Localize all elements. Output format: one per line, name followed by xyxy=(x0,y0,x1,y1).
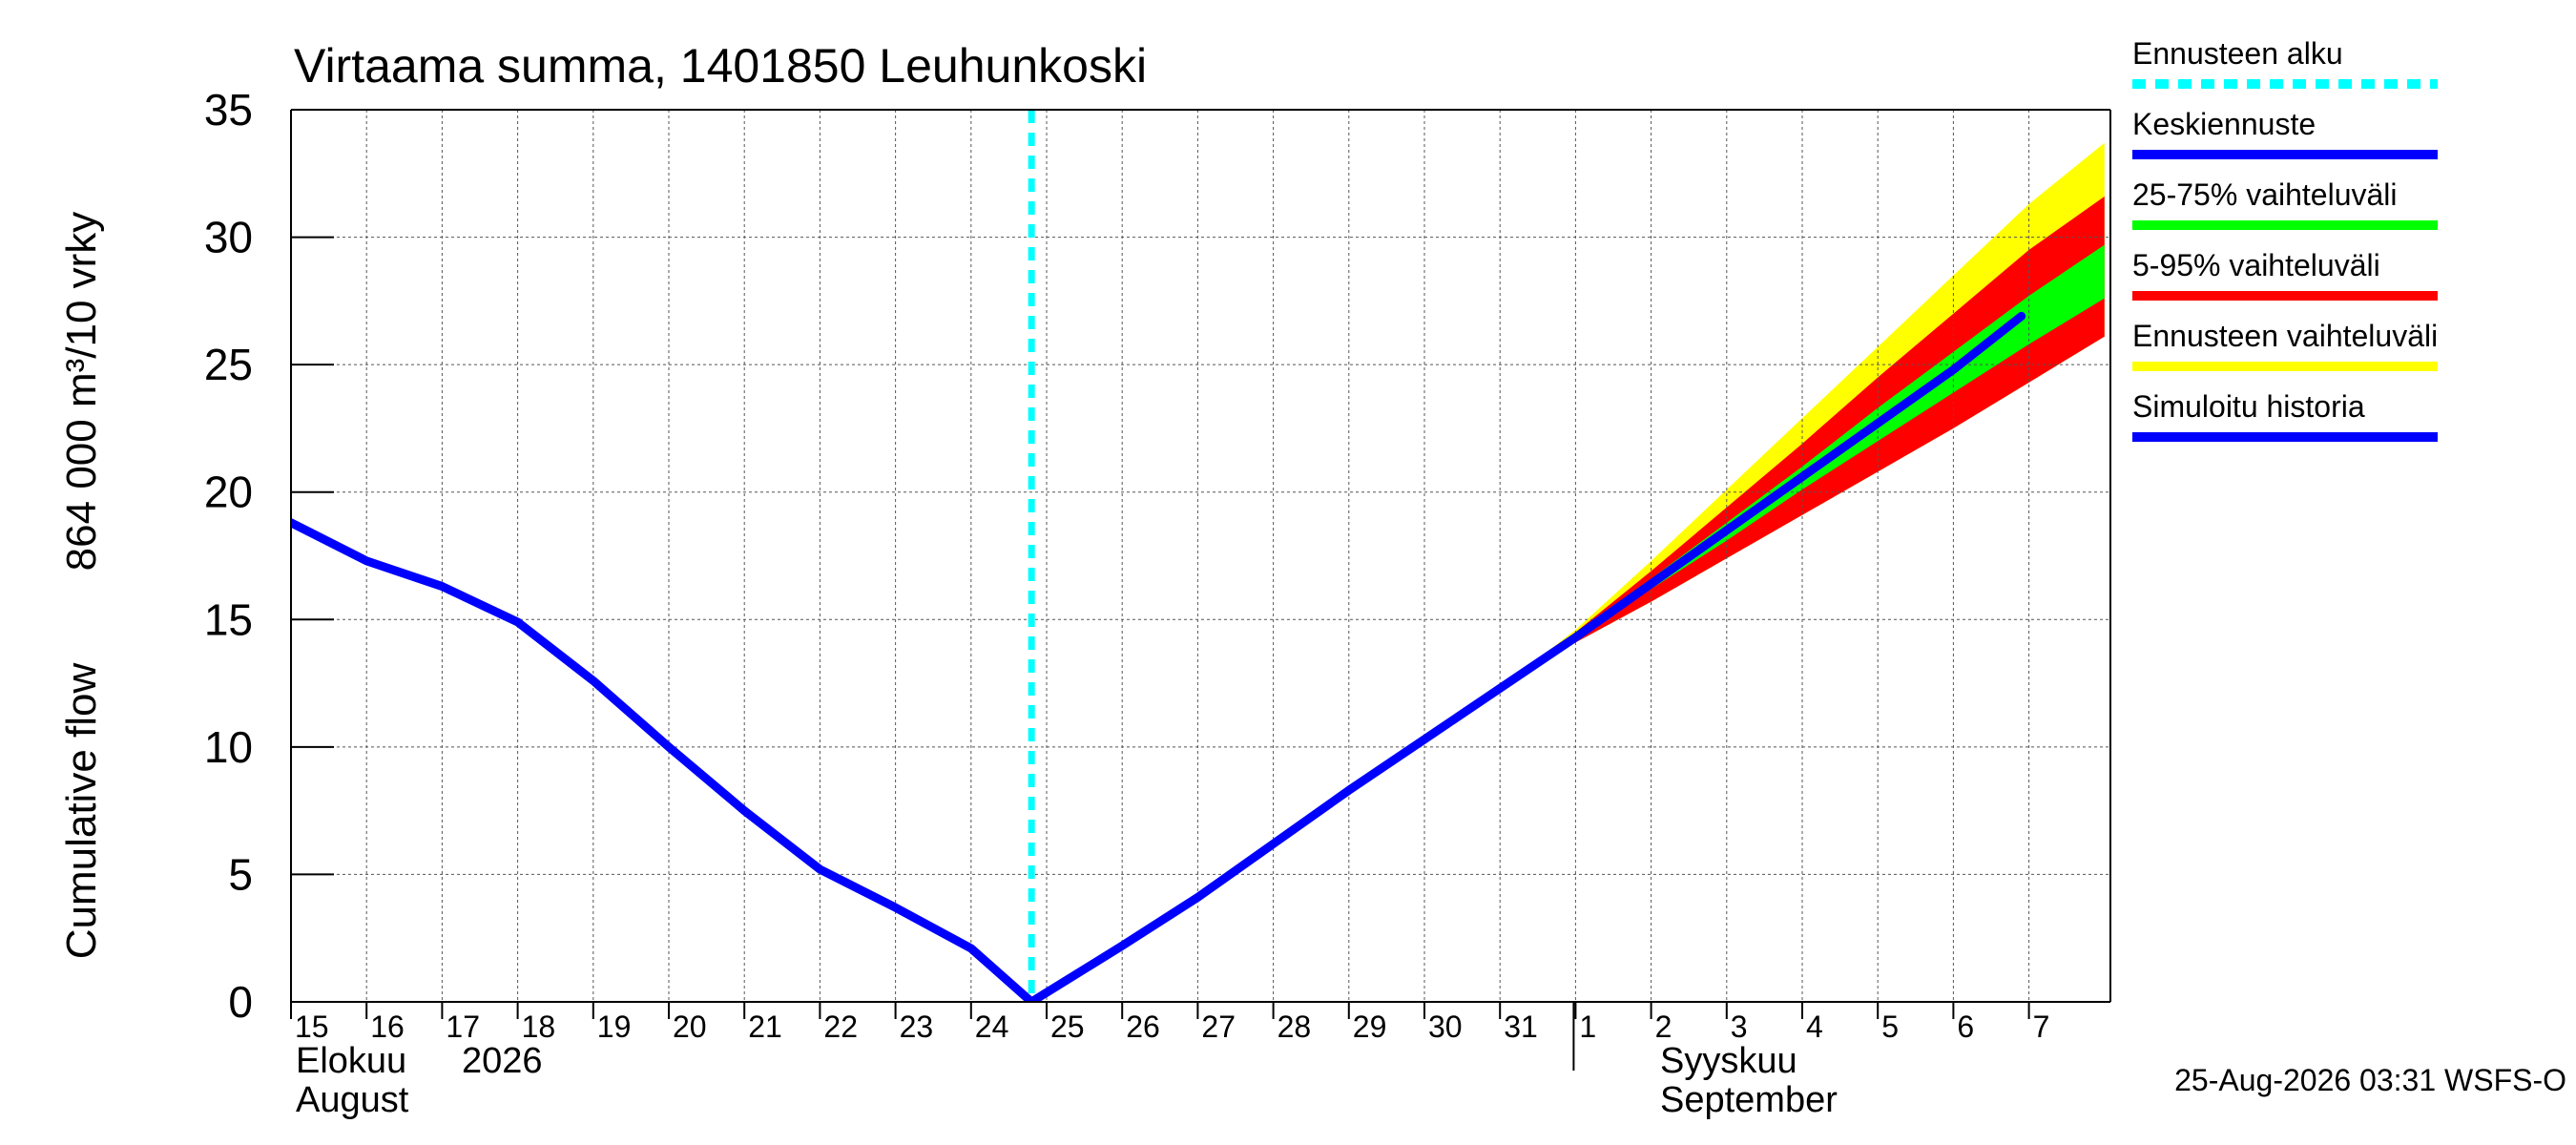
x-tick-label: 28 xyxy=(1278,1010,1312,1044)
y-tick-label: 0 xyxy=(228,977,253,1027)
month-label-aug-en: August xyxy=(296,1080,409,1120)
legend-item: Ennusteen alku xyxy=(2132,36,2438,89)
band-5-95-vaihteluv-li xyxy=(1500,196,2105,689)
series-lines xyxy=(291,110,2026,1002)
y-tick-label: 25 xyxy=(204,340,253,389)
legend-label: 25-75% vaihteluväli xyxy=(2132,177,2398,212)
x-tick-label: 22 xyxy=(823,1010,858,1044)
footer-timestamp: 25-Aug-2026 03:31 WSFS-O xyxy=(2174,1063,2566,1097)
y-tick-label: 10 xyxy=(204,722,253,772)
legend-item: Ennusteen vaihteluväli xyxy=(2132,319,2438,371)
grid xyxy=(291,109,2110,1002)
x-tick-label: 2 xyxy=(1655,1010,1672,1044)
x-tick-label: 3 xyxy=(1731,1010,1748,1044)
series-keskiennuste xyxy=(1027,311,2026,1002)
legend-item: Keskiennuste xyxy=(2132,107,2438,159)
x-tick-label: 17 xyxy=(446,1010,480,1044)
x-tick-label: 27 xyxy=(1201,1010,1236,1044)
x-tick-label: 20 xyxy=(673,1010,707,1044)
x-tick-label: 31 xyxy=(1504,1010,1538,1044)
series-simuloitu-historia xyxy=(291,518,1036,1002)
x-tick-label: 26 xyxy=(1126,1010,1160,1044)
legend-label: Ennusteen alku xyxy=(2132,36,2343,71)
axes xyxy=(290,109,2111,1071)
y-tick-label: 35 xyxy=(204,85,253,135)
month-label-sep-en: September xyxy=(1660,1080,1838,1120)
x-tick-label: 21 xyxy=(748,1010,782,1044)
y-tick-label: 5 xyxy=(228,849,253,899)
x-tick-label: 15 xyxy=(295,1010,329,1044)
legend-item: Simuloitu historia xyxy=(2132,389,2438,442)
x-tick-label: 25 xyxy=(1050,1010,1085,1044)
chart-title: Virtaama summa, 1401850 Leuhunkoski xyxy=(294,39,1147,93)
y-tick-label: 20 xyxy=(204,468,253,517)
y-tick-label: 30 xyxy=(204,213,253,262)
x-tick-label: 23 xyxy=(900,1010,934,1044)
legend-item: 25-75% vaihteluväli xyxy=(2132,177,2438,230)
x-tick-label: 30 xyxy=(1428,1010,1463,1044)
y-axis-label-en: Cumulative flow xyxy=(58,663,105,960)
x-tick-label: 5 xyxy=(1881,1010,1899,1044)
year-label: 2026 xyxy=(462,1041,543,1081)
month-label-aug-fi: Elokuu xyxy=(296,1041,406,1081)
legend: Ennusteen alku Keskiennuste 25-75% vaihtel… xyxy=(2132,36,2438,442)
x-tick-label: 29 xyxy=(1353,1010,1387,1044)
legend-label: Simuloitu historia xyxy=(2132,389,2365,424)
x-tick-label: 7 xyxy=(2033,1010,2050,1044)
legend-label: 5-95% vaihteluväli xyxy=(2132,248,2380,282)
legend-label: Ennusteen vaihteluväli xyxy=(2132,319,2438,353)
x-tick-label: 6 xyxy=(1957,1010,1974,1044)
x-tick-label: 16 xyxy=(370,1010,405,1044)
x-tick-label: 24 xyxy=(975,1010,1009,1044)
y-axis-label-fi: 864 000 m³/10 vrky xyxy=(58,212,105,572)
month-label-sep-fi: Syyskuu xyxy=(1660,1041,1797,1081)
legend-item: 5-95% vaihteluväli xyxy=(2132,248,2438,301)
y-tick-label: 15 xyxy=(204,594,253,644)
x-tick-label: 1 xyxy=(1579,1010,1596,1044)
x-tick-label: 18 xyxy=(522,1010,556,1044)
x-tick-label: 19 xyxy=(597,1010,632,1044)
band-ennusteen-vaihteluv-li xyxy=(1500,142,2105,689)
legend-label: Keskiennuste xyxy=(2132,107,2316,141)
x-tick-label: 4 xyxy=(1806,1010,1823,1044)
